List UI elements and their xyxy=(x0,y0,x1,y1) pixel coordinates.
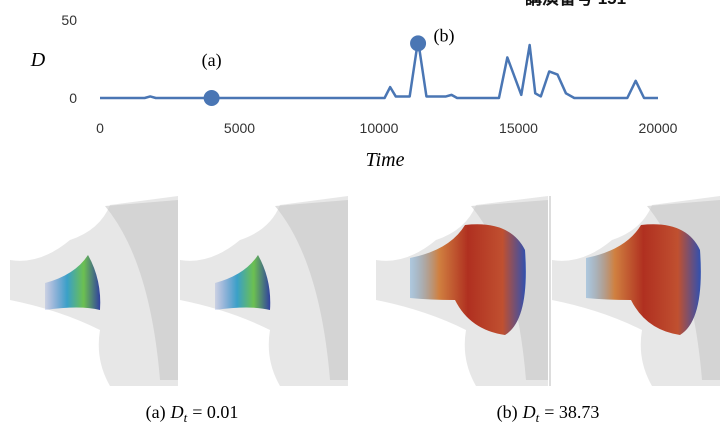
header-text: 講演番号 151 xyxy=(525,0,626,8)
caption-part: (b) xyxy=(497,402,518,423)
x-tick-label: 10000 xyxy=(360,120,399,136)
y-tick-label: 50 xyxy=(61,12,77,28)
x-axis-label: Time xyxy=(366,149,405,171)
caption: (b) Dt = 38.73 xyxy=(497,402,600,425)
caption: (a) Dt = 0.01 xyxy=(146,402,239,425)
y-axis-label: D xyxy=(30,49,46,71)
caption-part: D xyxy=(170,402,184,422)
data-line xyxy=(100,39,658,100)
x-tick-label: 20000 xyxy=(639,120,678,136)
y-tick-label: 0 xyxy=(69,90,77,106)
caption-part: t xyxy=(184,410,188,425)
caption-part: D xyxy=(522,402,536,422)
caption-part: = 38.73 xyxy=(544,402,599,422)
annotation-label: (a) xyxy=(202,50,222,71)
caption-part: (a) xyxy=(146,402,166,423)
annotation-marker xyxy=(410,35,427,52)
x-tick-label: 5000 xyxy=(224,120,255,136)
caption-part: = 0.01 xyxy=(192,402,238,422)
x-tick-label: 0 xyxy=(96,120,104,136)
caption-part: t xyxy=(536,410,540,425)
image-panel xyxy=(180,196,348,386)
image-panel xyxy=(10,196,178,386)
annotation-label: (b) xyxy=(434,25,455,46)
image-panel xyxy=(552,196,720,386)
x-tick-label: 15000 xyxy=(499,120,538,136)
image-panels xyxy=(10,196,720,386)
annotation-marker xyxy=(203,90,220,106)
image-panel xyxy=(376,196,548,386)
